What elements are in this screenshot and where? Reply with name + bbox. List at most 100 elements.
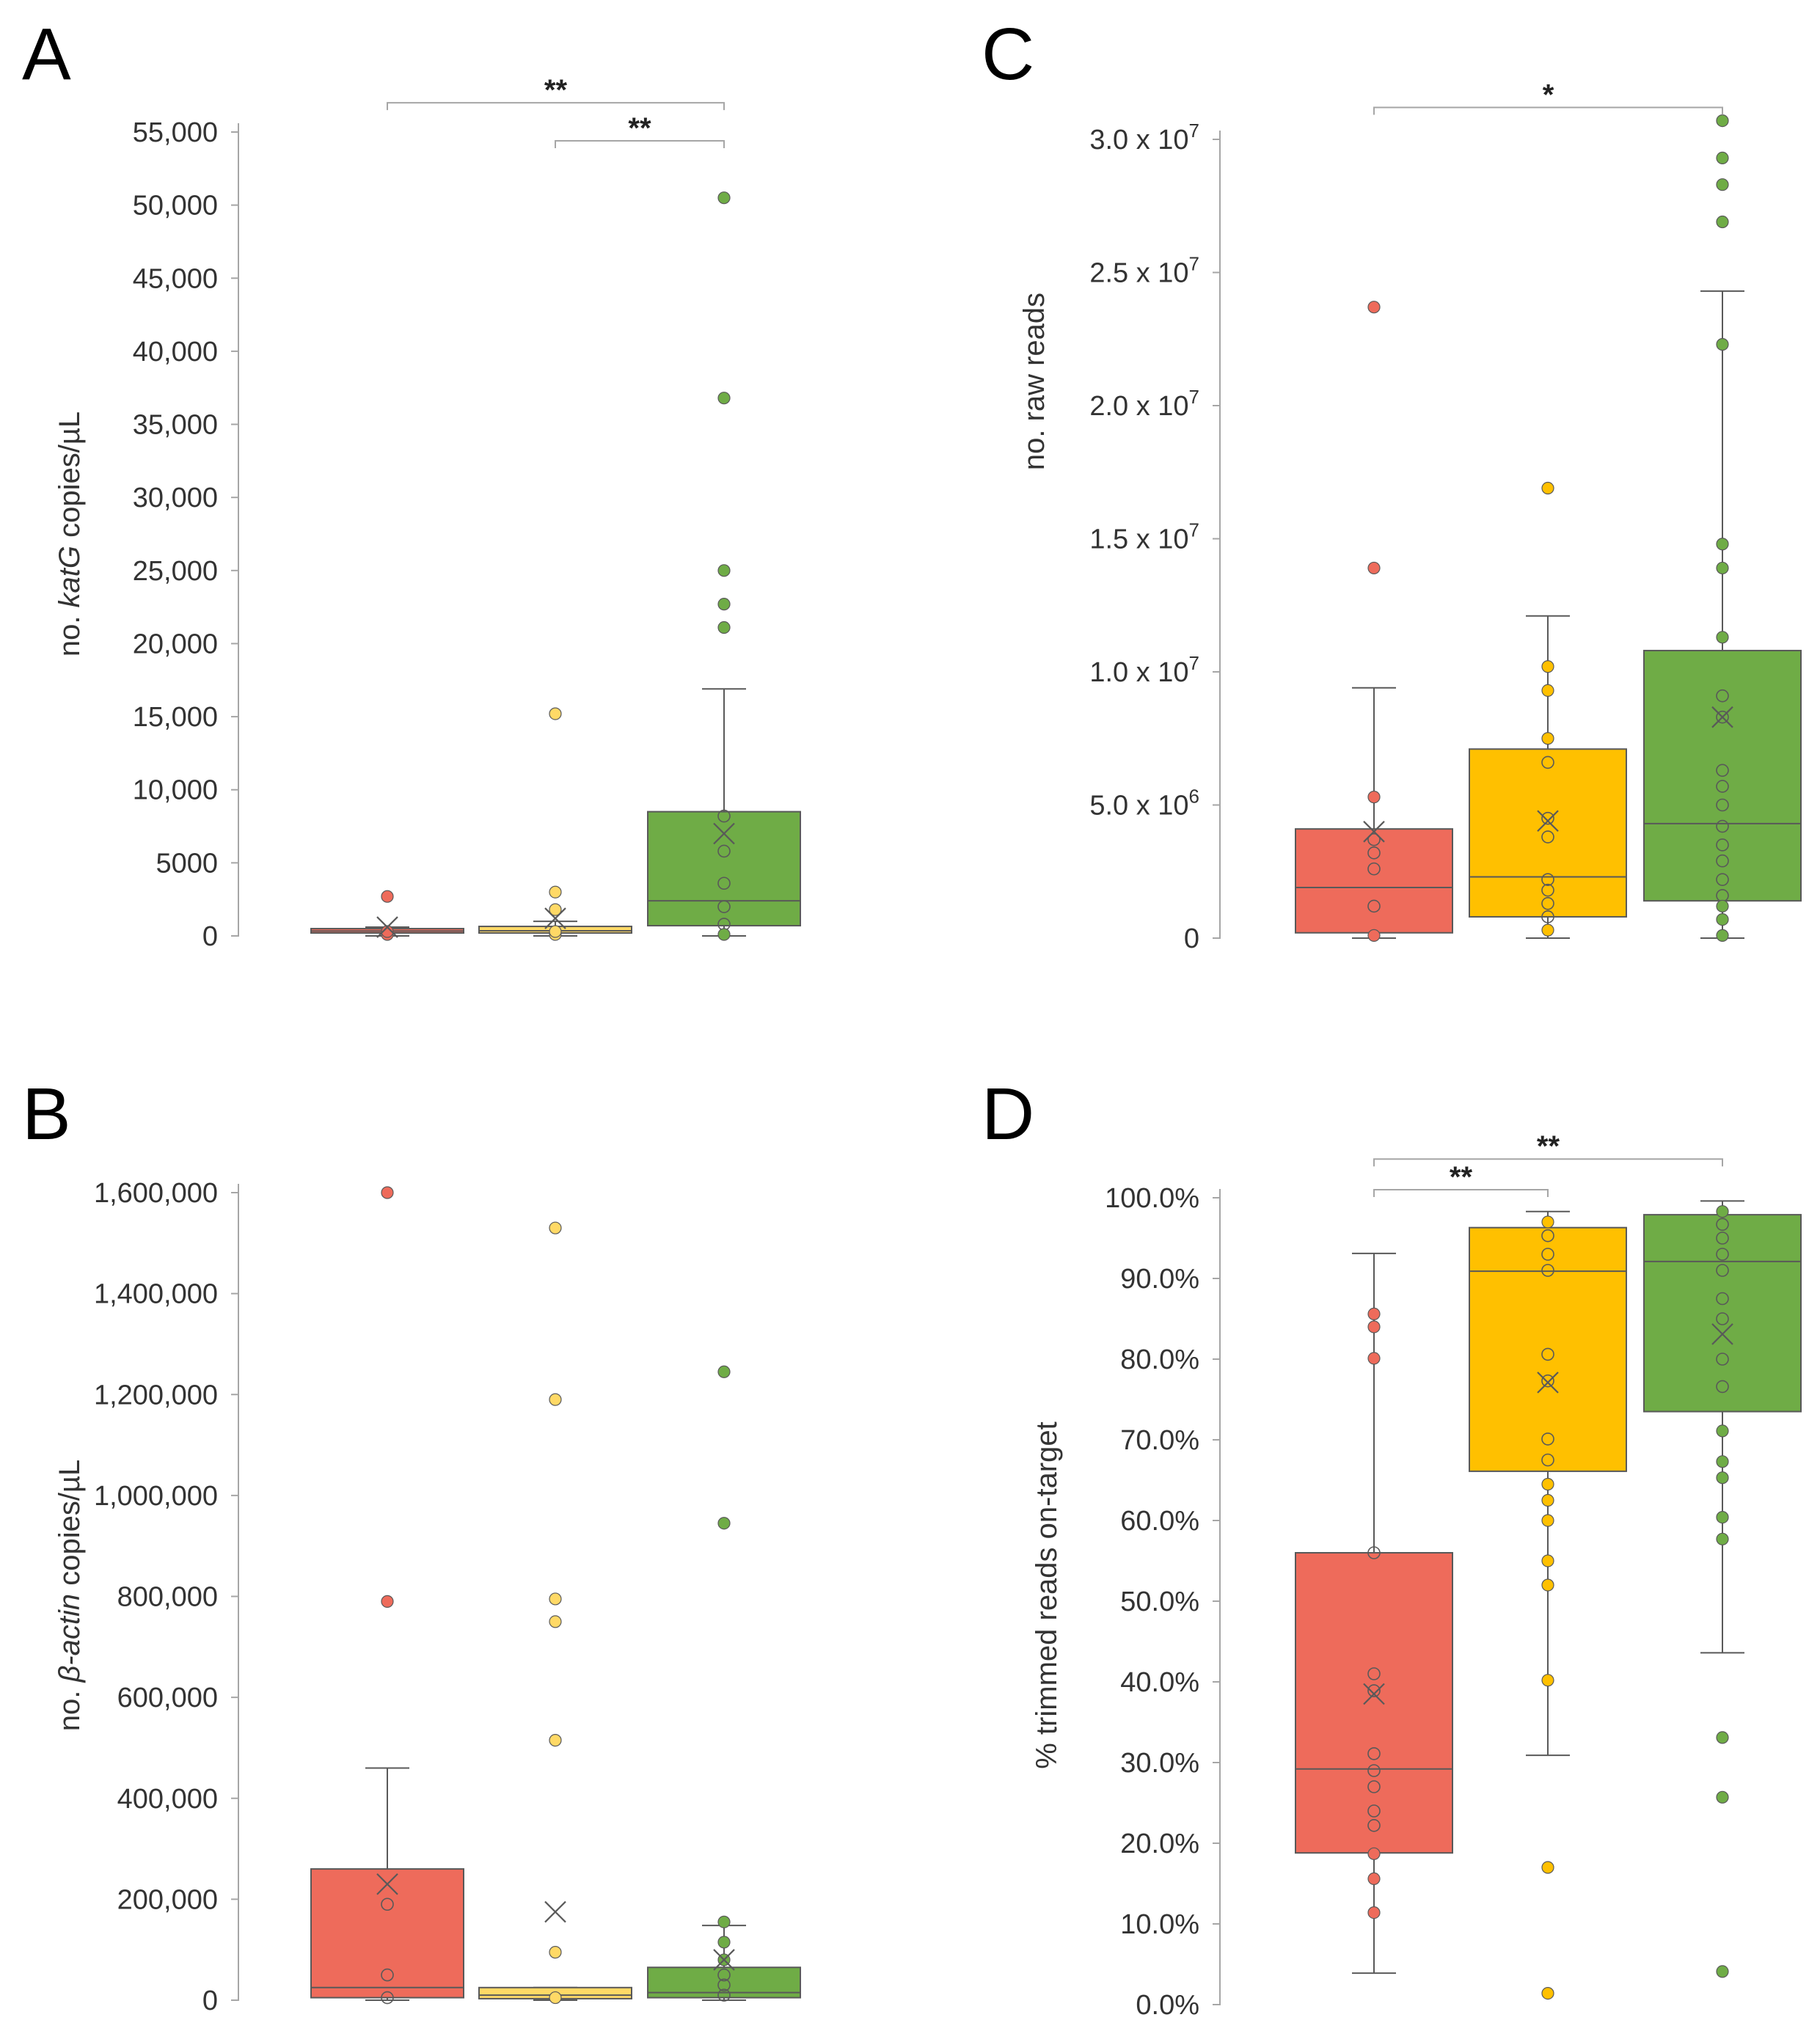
series-group-1 xyxy=(310,1186,464,2005)
data-point xyxy=(1716,764,1729,777)
mean-marker-stroke-b xyxy=(1363,821,1385,843)
data-point xyxy=(549,1615,562,1628)
data-point xyxy=(1716,1965,1729,1978)
data-point xyxy=(1541,732,1554,745)
data-point xyxy=(1541,1264,1554,1277)
data-point xyxy=(1367,1847,1381,1860)
data-point xyxy=(1541,897,1554,910)
data-point xyxy=(1716,538,1729,551)
y-tick-label: 25,000 xyxy=(133,556,218,587)
y-tick-label: 1,000,000 xyxy=(94,1481,218,1512)
data-point xyxy=(1541,910,1554,923)
y-tick-label: 15,000 xyxy=(133,702,218,733)
y-tick-exponent: 7 xyxy=(1189,519,1199,541)
data-point xyxy=(381,1595,394,1608)
series-group-3 xyxy=(647,191,801,941)
significance-label: ** xyxy=(628,112,651,144)
bracket-line xyxy=(555,139,725,148)
y-tick-label: 20.0% xyxy=(1120,1829,1199,1859)
data-point xyxy=(549,1991,562,2005)
y-tick-mantissa: 2.5 x 10 xyxy=(1089,258,1188,289)
data-point xyxy=(381,925,394,938)
data-point xyxy=(717,598,731,611)
data-point xyxy=(1716,1232,1729,1245)
data-point xyxy=(1716,1353,1729,1366)
y-tick-exponent: 6 xyxy=(1189,786,1199,808)
data-point xyxy=(549,1592,562,1606)
series-group-2 xyxy=(478,707,632,941)
data-point xyxy=(1541,1477,1554,1491)
y-axis-label-pre: no. raw reads xyxy=(1018,293,1050,470)
significance-label: * xyxy=(1543,78,1554,111)
data-point xyxy=(549,707,562,720)
data-point xyxy=(1716,1205,1729,1218)
data-point xyxy=(1716,1264,1729,1277)
mean-marker-stroke-b xyxy=(1711,1323,1733,1345)
data-point xyxy=(1541,1215,1554,1229)
significance-label: ** xyxy=(544,74,568,106)
data-point xyxy=(1716,1471,1729,1485)
data-point xyxy=(1367,1780,1381,1793)
data-point xyxy=(717,621,731,634)
data-point xyxy=(549,885,562,899)
data-point xyxy=(381,1898,394,1911)
y-tick-label: 90.0% xyxy=(1120,1264,1199,1295)
data-point xyxy=(381,1186,394,1199)
data-point xyxy=(1541,1493,1554,1507)
data-point xyxy=(1716,780,1729,793)
panel-d: D 0.0% 10.0% 20.0% 30.0% 40.0% 50.0% 60.0% 70.0%… xyxy=(982,1073,1802,2021)
data-point xyxy=(1541,684,1554,698)
y-tick-label: 20,000 xyxy=(133,629,218,659)
data-point xyxy=(1367,899,1381,913)
data-point xyxy=(1716,1455,1729,1468)
data-point xyxy=(1541,1578,1554,1592)
data-point xyxy=(1716,215,1729,229)
significance-bracket: ** xyxy=(1373,1161,1549,1197)
data-point xyxy=(717,191,731,205)
data-point xyxy=(1716,561,1729,575)
y-tick-label: 100.0% xyxy=(1105,1183,1199,1214)
data-point xyxy=(717,900,731,913)
mean-marker-stroke-b xyxy=(1711,706,1733,728)
data-point xyxy=(1367,1667,1381,1680)
bracket-line xyxy=(1373,106,1723,115)
series-group-2 xyxy=(478,1221,632,2005)
data-point xyxy=(1541,660,1554,673)
significance-bracket: ** xyxy=(555,112,725,148)
y-tick-label: 2.5 x 107 xyxy=(1089,253,1199,289)
y-tick-label: 40.0% xyxy=(1120,1667,1199,1698)
y-tick-label: 1,600,000 xyxy=(94,1178,218,1209)
y-tick-label: 30,000 xyxy=(133,483,218,513)
data-point xyxy=(717,809,731,823)
data-point xyxy=(1541,830,1554,843)
mean-marker-stroke-b xyxy=(1537,810,1559,832)
data-point xyxy=(549,1946,562,1959)
data-point xyxy=(1367,1906,1381,1920)
y-tick-label: 60.0% xyxy=(1120,1506,1199,1537)
data-point xyxy=(1716,912,1729,926)
data-point xyxy=(1716,1312,1729,1325)
bracket-line xyxy=(1373,1158,1723,1167)
data-point xyxy=(1716,1424,1729,1438)
mean-marker-stroke-b xyxy=(1363,1683,1385,1705)
y-tick-label: 50,000 xyxy=(133,191,218,222)
significance-label: ** xyxy=(1450,1161,1473,1193)
box-iqr xyxy=(647,810,801,927)
data-point xyxy=(717,844,731,858)
data-point xyxy=(1541,1554,1554,1567)
y-axis-label: no. katG copies/µL xyxy=(54,411,86,656)
panel-b: B 0 200,000 400,000 600,000 800,000 1,000,000 1… xyxy=(22,1073,801,2016)
data-point xyxy=(1367,1546,1381,1559)
data-point xyxy=(1367,832,1381,846)
y-tick-mantissa: 5.0 x 10 xyxy=(1089,791,1188,821)
y-tick-label: 5.0 x 106 xyxy=(1089,786,1199,821)
y-tick-label: 2.0 x 107 xyxy=(1089,386,1199,422)
panel-label: B xyxy=(22,1073,71,1155)
data-point xyxy=(1716,899,1729,913)
y-tick-label: 600,000 xyxy=(117,1683,218,1713)
y-axis-label-post: copies/µL xyxy=(54,1460,86,1594)
significance-label: ** xyxy=(1537,1130,1560,1163)
data-point xyxy=(1716,838,1729,852)
data-point xyxy=(1716,178,1729,191)
